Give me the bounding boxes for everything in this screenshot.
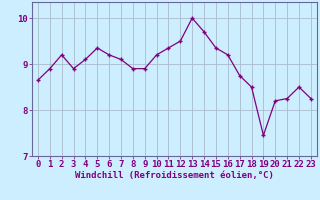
X-axis label: Windchill (Refroidissement éolien,°C): Windchill (Refroidissement éolien,°C) [75, 171, 274, 180]
